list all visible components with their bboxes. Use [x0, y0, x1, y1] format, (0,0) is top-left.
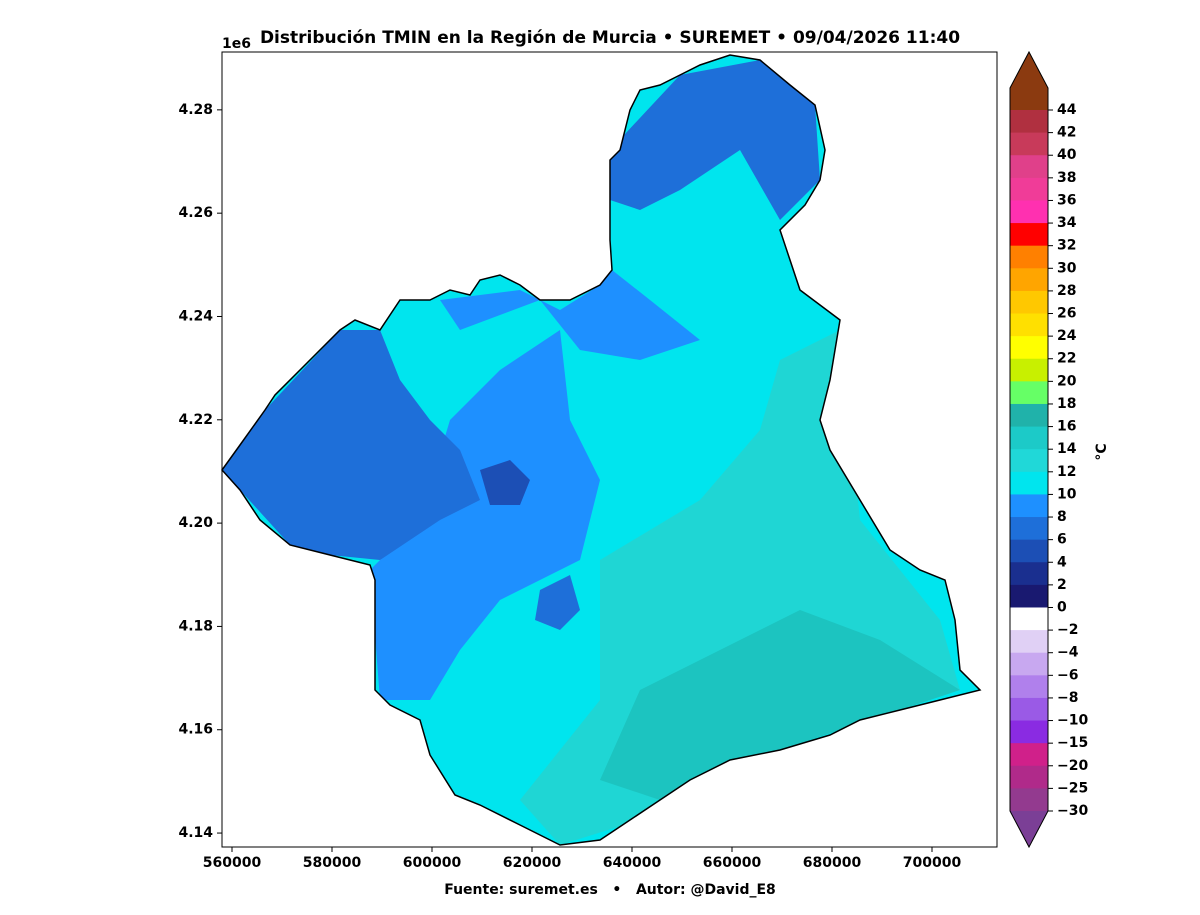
colorbar-tick-label: 30 — [1057, 260, 1077, 276]
contour-fill — [222, 330, 480, 560]
x-tick-label: 600000 — [403, 855, 462, 871]
colorbar-extend-under — [1010, 811, 1048, 847]
colorbar-segment — [1010, 449, 1048, 473]
y-tick-label: 4.18 — [178, 618, 213, 634]
colorbar-segment — [1010, 471, 1048, 495]
colorbar-extend-over — [1010, 52, 1048, 110]
contour-fill — [480, 460, 530, 505]
y-tick-label: 4.26 — [178, 205, 213, 221]
y-tick-label: 4.20 — [178, 515, 213, 531]
plot-frame — [221, 51, 998, 848]
y-tick-label: 4.24 — [178, 308, 213, 324]
colorbar-segment — [1010, 494, 1048, 518]
colorbar-segment — [1010, 584, 1048, 608]
colorbar-segment — [1010, 788, 1048, 812]
colorbar-segment — [1010, 200, 1048, 224]
contour-fill — [600, 610, 960, 800]
colorbar-tick-label: 12 — [1057, 464, 1076, 480]
colorbar-tick-label: 22 — [1057, 351, 1076, 367]
x-tick-label: 660000 — [703, 855, 762, 871]
x-tick-label: 580000 — [303, 855, 362, 871]
colorbar-segment — [1010, 517, 1048, 541]
colorbar-segment — [1010, 562, 1048, 586]
colorbar-segment — [1010, 426, 1048, 450]
colorbar-segment — [1010, 403, 1048, 428]
colorbar-segment — [1010, 110, 1048, 134]
colorbar-tick-label: 42 — [1057, 125, 1076, 141]
map-title: Distribución TMIN en la Región de Murcia… — [260, 28, 960, 48]
colorbar-tick-label: 26 — [1057, 306, 1076, 322]
colorbar-tick-label: −2 — [1057, 622, 1078, 638]
colorbar-tick-label: −25 — [1057, 780, 1088, 796]
colorbar-tick-label: −8 — [1057, 690, 1078, 706]
colorbar-segment — [1010, 336, 1048, 360]
colorbar-tick-label: −15 — [1057, 735, 1088, 751]
y-tick-label: 4.16 — [178, 722, 213, 738]
colorbar-tick-label: 10 — [1057, 486, 1077, 502]
colorbar-segment — [1010, 223, 1048, 247]
colorbar-tick-label: 18 — [1057, 396, 1076, 412]
colorbar-tick-label: 24 — [1057, 328, 1077, 344]
colorbar-segment — [1010, 268, 1048, 292]
colorbar-segment — [1010, 313, 1048, 337]
colorbar-tick-label: 4 — [1057, 554, 1067, 570]
contour-fill — [535, 575, 580, 630]
colorbar-tick-label: 36 — [1057, 192, 1076, 208]
colorbar-segment — [1010, 720, 1048, 744]
colorbar-tick-label: 34 — [1057, 215, 1077, 231]
colorbar-segment — [1010, 675, 1048, 699]
colorbar-tick-label: 44 — [1057, 102, 1077, 118]
colorbar-segment — [1010, 358, 1048, 382]
colorbar-tick-label: 14 — [1057, 441, 1077, 457]
colorbar-segment — [1010, 155, 1048, 179]
colorbar-segment — [1010, 381, 1048, 405]
x-tick-label: 560000 — [203, 855, 262, 871]
region-outline — [221, 54, 982, 846]
contour-fill — [440, 270, 700, 360]
x-tick-label: 700000 — [903, 855, 962, 871]
colorbar-segment — [1010, 630, 1048, 654]
colorbar-segment — [1010, 697, 1048, 722]
colorbar-tick-label: 8 — [1057, 509, 1067, 525]
x-tick-label: 680000 — [803, 855, 862, 871]
contour-fill — [370, 330, 600, 700]
footer: Fuente: suremet.es • Autor: @David_E8 — [444, 882, 776, 898]
contour-fill — [610, 60, 820, 220]
colorbar-tick-label: 16 — [1057, 419, 1076, 435]
colorbar-segment — [1010, 652, 1048, 676]
colorbar-segment — [1010, 177, 1048, 201]
colorbar-tick-label: −6 — [1057, 667, 1078, 683]
colorbar-segment — [1010, 765, 1048, 789]
colorbar-tick-label: −4 — [1057, 645, 1079, 661]
colorbar-segment — [1010, 607, 1048, 631]
x-tick-label: 620000 — [503, 855, 562, 871]
colorbar-tick-label: 28 — [1057, 283, 1076, 299]
y-tick-label: 4.22 — [178, 412, 213, 428]
offset-label: 1e6 — [222, 36, 251, 52]
colorbar-tick-label: 6 — [1057, 532, 1067, 548]
y-tick-label: 4.28 — [178, 102, 213, 118]
colorbar-tick-label: 20 — [1057, 373, 1077, 389]
colorbar-tick-label: 38 — [1057, 170, 1076, 186]
colorbar-tick-label: 32 — [1057, 238, 1076, 254]
y-tick-label: 4.14 — [178, 825, 213, 841]
colorbar-tick-label: −20 — [1057, 758, 1088, 774]
colorbar-label: °C — [1094, 443, 1110, 460]
colorbar-tick-label: −30 — [1057, 803, 1088, 819]
colorbar-segment — [1010, 743, 1048, 767]
colorbar-tick-label: 0 — [1057, 599, 1067, 615]
colorbar-segment — [1010, 290, 1048, 315]
colorbar-tick-label: 2 — [1057, 577, 1067, 593]
colorbar-segment — [1010, 132, 1048, 156]
colorbar-tick-label: −10 — [1057, 713, 1088, 729]
colorbar-tick-label: 40 — [1057, 147, 1077, 163]
x-tick-label: 640000 — [603, 855, 662, 871]
colorbar-segment — [1010, 539, 1048, 563]
colorbar-segment — [1010, 245, 1048, 269]
